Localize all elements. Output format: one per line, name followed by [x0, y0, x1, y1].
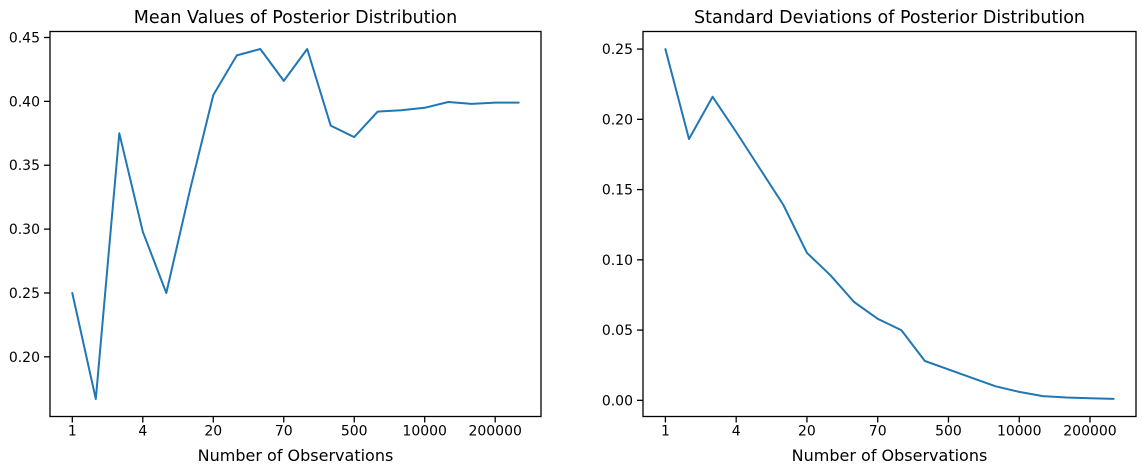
- plot-frame: [642, 30, 1137, 418]
- plot-frame: [49, 30, 542, 418]
- data-line: [71, 48, 520, 400]
- y-tick-label: 0.20: [602, 112, 633, 128]
- x-tick-label: 200000: [468, 424, 521, 440]
- std-chart-title: Standard Deviations of Posterior Distrib…: [694, 8, 1085, 28]
- y-tick-label: 0.05: [602, 323, 633, 339]
- x-tick-label: 10000: [997, 424, 1042, 440]
- mean-chart: Mean Values of Posterior Distribution 1 4…: [9, 8, 542, 465]
- y-tick-label: 0.10: [602, 253, 633, 269]
- y-tick-label: 0.20: [9, 350, 40, 366]
- y-tick-label: 0.25: [602, 42, 633, 58]
- mean-chart-title: Mean Values of Posterior Distribution: [134, 8, 457, 28]
- mean-chart-xlabel: Number of Observations: [198, 446, 394, 465]
- x-tick-label: 20: [798, 424, 816, 440]
- x-tick-label: 4: [732, 424, 741, 440]
- y-tick-label: 0.15: [602, 183, 633, 199]
- std-chart-plot-area: 1 4 20 70 500 10000 200000 0.00 0.05 0.10 0.15 0.20…: [602, 30, 1137, 440]
- x-tick-label: 1: [661, 424, 670, 440]
- x-tick-label: 4: [138, 424, 147, 440]
- x-tick-label: 500: [935, 424, 962, 440]
- y-tick-label: 0.00: [602, 393, 633, 409]
- x-tick-label: 20: [204, 424, 222, 440]
- y-tick-label: 0.30: [9, 222, 40, 238]
- x-tick-label: 10000: [402, 424, 447, 440]
- x-tick-label: 200000: [1063, 424, 1116, 440]
- std-chart: Standard Deviations of Posterior Distrib…: [602, 8, 1137, 465]
- x-tick-label: 500: [341, 424, 368, 440]
- y-tick-label: 0.40: [9, 94, 40, 110]
- mean-chart-plot-area: 1 4 20 70 500 10000 200000 0.20 0.25 0.30 0.35 0.40…: [9, 30, 542, 440]
- x-tick-label: 70: [869, 424, 887, 440]
- x-tick-label: 1: [68, 424, 77, 440]
- y-tick-label: 0.35: [9, 158, 40, 174]
- y-tick-label: 0.25: [9, 286, 40, 302]
- data-line: [664, 48, 1115, 400]
- std-chart-xlabel: Number of Observations: [792, 446, 988, 465]
- x-tick-label: 70: [275, 424, 293, 440]
- y-tick-label: 0.45: [9, 31, 40, 47]
